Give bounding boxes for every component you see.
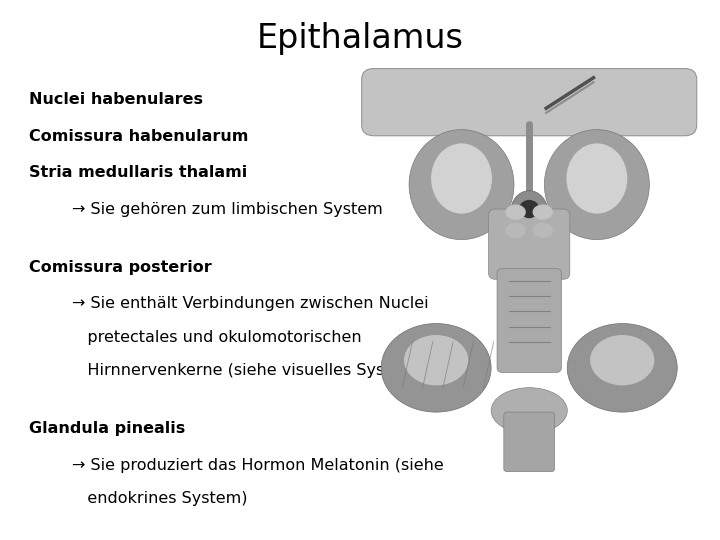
Ellipse shape — [409, 130, 514, 240]
Text: endokrines System): endokrines System) — [72, 491, 248, 507]
Text: → Sie gehören zum limbischen System: → Sie gehören zum limbischen System — [72, 202, 383, 217]
Ellipse shape — [567, 144, 627, 214]
Text: → Sie produziert das Hormon Melatonin (siehe: → Sie produziert das Hormon Melatonin (s… — [72, 458, 444, 473]
Ellipse shape — [533, 205, 553, 220]
Ellipse shape — [491, 388, 567, 434]
FancyBboxPatch shape — [504, 412, 554, 471]
Text: Hirnnervenkerne (siehe visuelles System): Hirnnervenkerne (siehe visuelles System) — [72, 363, 422, 379]
Text: Glandula pinealis: Glandula pinealis — [29, 421, 185, 436]
Text: Nuclei habenulares: Nuclei habenulares — [29, 92, 203, 107]
Ellipse shape — [381, 323, 491, 412]
Ellipse shape — [544, 130, 649, 240]
Ellipse shape — [510, 191, 548, 233]
Text: Stria medullaris thalami: Stria medullaris thalami — [29, 165, 247, 180]
Text: Epithalamus: Epithalamus — [256, 22, 464, 55]
FancyBboxPatch shape — [361, 69, 697, 136]
Text: → Sie enthält Verbindungen zwischen Nuclei: → Sie enthält Verbindungen zwischen Nucl… — [72, 296, 428, 312]
Text: pretectales und okulomotorischen: pretectales und okulomotorischen — [72, 330, 361, 345]
FancyBboxPatch shape — [489, 209, 570, 279]
Circle shape — [519, 200, 539, 218]
Text: Comissura habenularum: Comissura habenularum — [29, 129, 248, 144]
Ellipse shape — [431, 144, 492, 214]
Ellipse shape — [505, 205, 526, 220]
Ellipse shape — [404, 335, 468, 386]
Ellipse shape — [567, 323, 678, 412]
Text: Comissura posterior: Comissura posterior — [29, 260, 212, 275]
Ellipse shape — [533, 223, 553, 238]
Ellipse shape — [590, 335, 654, 386]
Ellipse shape — [505, 223, 526, 238]
FancyBboxPatch shape — [497, 268, 562, 373]
